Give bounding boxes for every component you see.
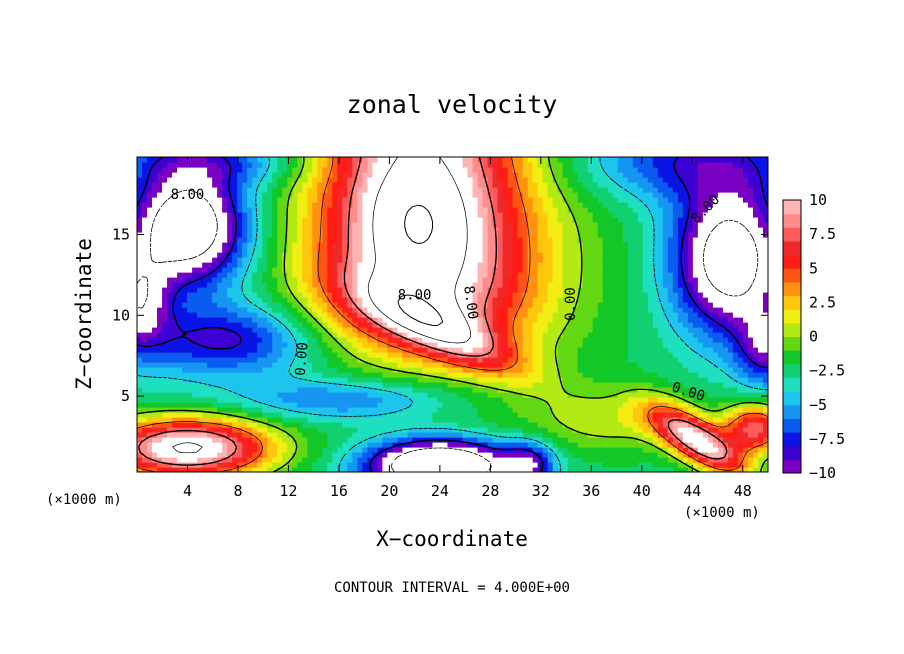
colorbar-swatch <box>783 227 801 242</box>
contour-line <box>137 157 768 472</box>
colorbar-swatch <box>783 391 801 406</box>
colorbar-frame <box>782 199 802 474</box>
colorbar-swatch <box>783 309 801 324</box>
contour-label: 8.00 <box>171 187 205 203</box>
x-tick-label: 28 <box>481 482 499 500</box>
contour-label: 0.00 <box>293 341 312 376</box>
velocity-field <box>137 157 768 472</box>
colorbar-swatch <box>783 336 801 351</box>
colorbar-tick-label: 5 <box>809 259 818 277</box>
colorbar-tick-label: −5 <box>809 396 827 414</box>
colorbar-swatch <box>783 404 801 419</box>
contour-line <box>137 157 768 472</box>
contour-line <box>172 157 472 454</box>
colorbar: 10 7.5 5 2.5 0 −2.5 −5 −7.5 −10 <box>782 191 845 482</box>
colorbar-tick-label: 10 <box>809 191 827 209</box>
contour-lines <box>137 157 768 472</box>
x-tick-label: 8 <box>233 482 242 500</box>
colorbar-swatch <box>783 363 801 378</box>
x-tick-label: 24 <box>431 482 449 500</box>
colorbar-swatch <box>783 200 801 215</box>
contour-line <box>397 204 444 326</box>
chart-title: zonal velocity <box>347 90 558 119</box>
x-tick-label: 20 <box>380 482 398 500</box>
x-axis-label: X−coordinate <box>376 527 528 551</box>
contour-line <box>137 189 759 472</box>
colorbar-swatch <box>783 432 801 447</box>
colorbar-tick-label: −10 <box>809 464 836 482</box>
colorbar-swatch <box>783 240 801 256</box>
y-axis-label: Z−coordinate <box>72 238 96 390</box>
y-tick-label: 5 <box>121 387 130 405</box>
contour-label: 8.00 <box>398 287 432 303</box>
colorbar-swatch <box>783 295 801 310</box>
y-axis-ticks: 5 10 15 <box>112 226 768 405</box>
colorbar-swatch <box>783 377 801 392</box>
x-tick-label: 4 <box>183 482 192 500</box>
colorbar-swatch <box>783 281 801 297</box>
y-tick-label: 10 <box>112 306 130 324</box>
contour-line <box>137 157 768 472</box>
colorbar-swatch <box>783 459 801 474</box>
x-axis-ticks: 4 8 12 16 20 24 28 32 36 40 44 48 <box>183 157 752 500</box>
x-tick-label: 40 <box>633 482 651 500</box>
x-tick-label: 16 <box>330 482 348 500</box>
colorbar-tick-label: 7.5 <box>809 225 836 243</box>
contour-label: 8.00 <box>460 285 481 321</box>
colorbar-tick-label: −7.5 <box>809 430 845 448</box>
y-tick-label: 15 <box>112 226 130 244</box>
colorbar-swatch <box>783 322 801 337</box>
colorbar-tick-label: 0 <box>809 328 818 346</box>
contour-interval-note: CONTOUR INTERVAL = 4.000E+00 <box>334 580 570 596</box>
x-tick-label: 44 <box>683 482 701 500</box>
plot-frame <box>136 156 769 473</box>
x-unit-right: (×1000 m) <box>684 505 760 521</box>
colorbar-swatch <box>783 350 801 365</box>
x-tick-label: 12 <box>279 482 297 500</box>
x-tick-label: 36 <box>582 482 600 500</box>
contour-label: 0.00 <box>563 287 579 321</box>
colorbar-swatch <box>783 445 801 460</box>
colorbar-swatch <box>783 268 801 283</box>
x-tick-label: 48 <box>734 482 752 500</box>
colorbar-swatch <box>783 254 801 269</box>
contour-line <box>137 157 728 466</box>
colorbar-tick-label: 2.5 <box>809 293 836 311</box>
colorbar-swatch <box>783 213 801 228</box>
x-tick-label: 32 <box>532 482 550 500</box>
x-unit-left: (×1000 m) <box>46 492 122 508</box>
colorbar-tick-label: −2.5 <box>809 362 845 380</box>
colorbar-swatch <box>783 418 801 433</box>
